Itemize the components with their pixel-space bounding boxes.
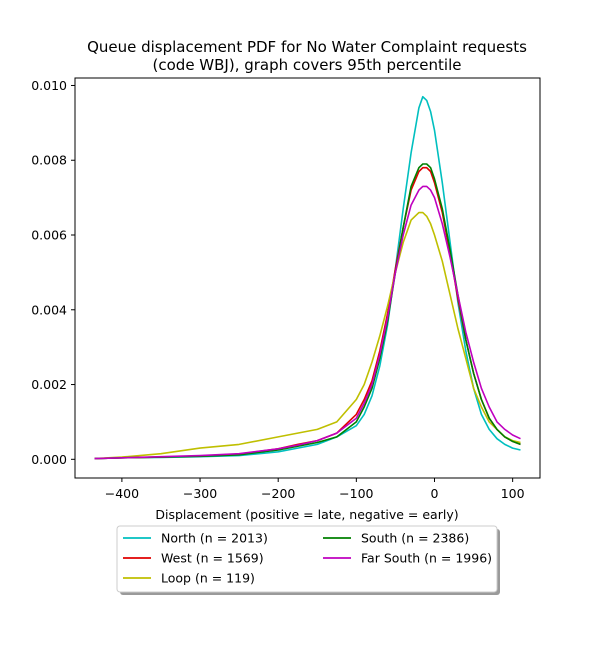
y-tick-label: 0.004 xyxy=(31,302,67,317)
legend-label-loop: Loop (n = 119) xyxy=(161,571,255,586)
y-tick-label: 0.000 xyxy=(31,452,67,467)
x-tick-label: −100 xyxy=(339,486,373,501)
y-tick-label: 0.010 xyxy=(31,78,67,93)
legend-label-west: West (n = 1569) xyxy=(161,551,264,566)
y-axis: 0.000 0.002 0.004 0.006 0.008 0.010 xyxy=(31,78,75,467)
y-tick-label: 0.002 xyxy=(31,377,67,392)
chart-title-line-1: Queue displacement PDF for No Water Comp… xyxy=(87,38,527,56)
x-axis: −400 −300 −200 −100 0 100 xyxy=(105,478,525,501)
series-line-north xyxy=(94,95,521,460)
x-tick-label: −200 xyxy=(261,486,295,501)
series-line-far-south xyxy=(94,185,521,460)
y-tick-label: 0.008 xyxy=(31,153,67,168)
x-tick-label: 0 xyxy=(431,486,439,501)
x-tick-label: −300 xyxy=(183,486,217,501)
plot-frame xyxy=(74,77,541,479)
series-line-south xyxy=(94,163,521,460)
plot-area xyxy=(74,77,541,479)
x-tick-label: −400 xyxy=(105,486,139,501)
legend: North (n = 2013) West (n = 1569) Loop (n =… xyxy=(116,525,500,595)
legend-label-south: South (n = 2386) xyxy=(361,531,469,546)
y-tick-label: 0.006 xyxy=(31,228,67,243)
legend-items: North (n = 2013) West (n = 1569) Loop (n =… xyxy=(123,531,492,586)
legend-box xyxy=(116,525,498,593)
series-layer xyxy=(94,95,521,460)
x-axis-label: Displacement (positive = late, negative … xyxy=(155,507,458,522)
chart-title-line-2: (code WBJ), graph covers 95th percentile xyxy=(153,56,462,74)
x-tick-label: 100 xyxy=(501,486,525,501)
legend-label-far-south: Far South (n = 1996) xyxy=(361,551,492,566)
series-line-loop xyxy=(94,211,521,460)
legend-label-north: North (n = 2013) xyxy=(161,531,268,546)
